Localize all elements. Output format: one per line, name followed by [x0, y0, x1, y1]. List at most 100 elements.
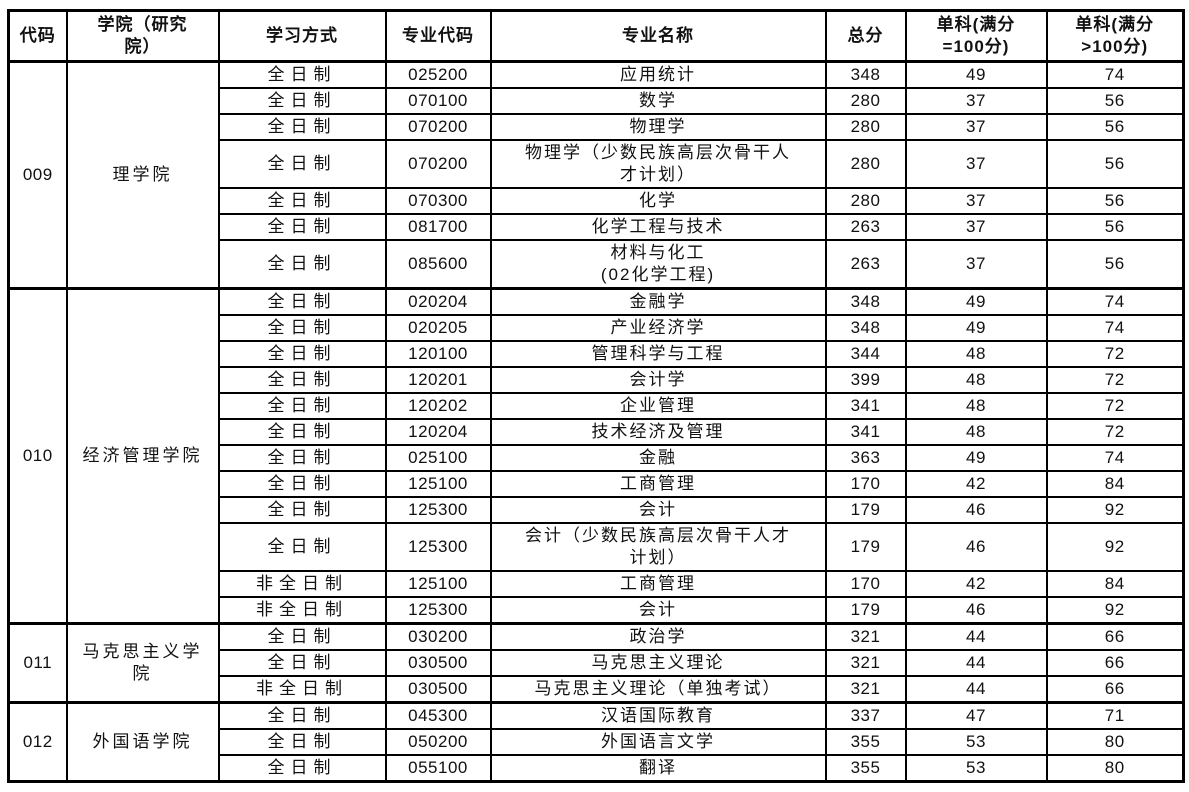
major-code-cell: 050200 [384, 728, 492, 756]
total-score-cell: 263 [824, 239, 907, 290]
major-name-cell: 外国语言文学 [489, 728, 827, 756]
major-code-cell: 045300 [384, 701, 492, 730]
study-mode-cell: 全日制 [217, 366, 387, 394]
single-subject-100-cell: 44 [904, 649, 1048, 677]
college-name-cell: 理学院 [65, 60, 220, 290]
study-mode-cell: 全日制 [217, 213, 387, 241]
table-row: 全日制 120100 管理科学与工程 344 48 72 [9, 340, 1185, 368]
single-subject-gt100-cell: 84 [1045, 570, 1185, 598]
total-score-cell: 355 [824, 728, 907, 756]
major-name-cell: 化学工程与技术 [489, 213, 827, 241]
major-code-cell: 081700 [384, 213, 492, 241]
study-mode-cell: 全日制 [217, 470, 387, 498]
major-name-cell: 会计 [489, 496, 827, 524]
single-subject-100-cell: 48 [904, 392, 1048, 420]
major-name-cell: 管理科学与工程 [489, 340, 827, 368]
total-score-cell: 179 [824, 496, 907, 524]
single-subject-gt100-cell: 66 [1045, 649, 1185, 677]
single-subject-100-cell: 48 [904, 340, 1048, 368]
major-name-cell: 马克思主义理论（单独考试） [489, 675, 827, 704]
single-subject-100-cell: 37 [904, 87, 1048, 115]
table-row: 全日制 020205 产业经济学 348 49 74 [9, 314, 1185, 342]
header-row: 代码 学院（研究 院） 学习方式 专业代码 专业名称 总分 单科(满分 =100分) 单科(满… [7, 9, 1185, 63]
study-mode-cell: 全日制 [217, 418, 387, 446]
major-code-cell: 030500 [384, 649, 492, 677]
single-subject-gt100-cell: 66 [1045, 622, 1185, 651]
single-subject-gt100-cell: 56 [1045, 239, 1185, 290]
study-mode-cell: 全日制 [217, 287, 387, 316]
major-code-cell: 120201 [384, 366, 492, 394]
single-subject-gt100-cell: 80 [1045, 728, 1185, 756]
major-code-cell: 125300 [384, 496, 492, 524]
study-mode-cell: 全日制 [217, 701, 387, 730]
total-score-cell: 341 [824, 418, 907, 446]
header-cell: 专业名称 [489, 9, 827, 63]
major-name-cell: 金融 [489, 444, 827, 472]
major-name-cell: 数学 [489, 87, 827, 115]
single-subject-gt100-cell: 74 [1045, 444, 1185, 472]
major-code-cell: 120202 [384, 392, 492, 420]
major-code-cell: 070100 [384, 87, 492, 115]
header-cell: 学习方式 [217, 9, 387, 63]
major-code-cell: 120100 [384, 340, 492, 368]
total-score-cell: 363 [824, 444, 907, 472]
table-row: 全日制 070200 物理学 280 37 56 [9, 113, 1185, 141]
major-code-cell: 025100 [384, 444, 492, 472]
table-row: 非全日制 125300 会计 179 46 92 [9, 596, 1185, 625]
header-cell: 单科(满分 =100分) [904, 9, 1048, 63]
header-cell: 学院（研究 院） [65, 9, 220, 63]
single-subject-gt100-cell: 72 [1045, 340, 1185, 368]
single-subject-gt100-cell: 74 [1045, 314, 1185, 342]
single-subject-gt100-cell: 56 [1045, 213, 1185, 241]
single-subject-100-cell: 42 [904, 470, 1048, 498]
table-row: 全日制 125300 会计 179 46 92 [9, 496, 1185, 524]
table-row: 全日制 085600 材料与化工 (02化学工程) 263 37 56 [9, 239, 1185, 290]
major-code-cell: 085600 [384, 239, 492, 290]
study-mode-cell: 全日制 [217, 139, 387, 189]
single-subject-100-cell: 46 [904, 596, 1048, 625]
table-row: 全日制 081700 化学工程与技术 263 37 56 [9, 213, 1185, 241]
single-subject-gt100-cell: 72 [1045, 366, 1185, 394]
total-score-cell: 280 [824, 187, 907, 215]
total-score-cell: 321 [824, 675, 907, 704]
table-row: 011 马克思主义学 院全日制 030200 政治学 321 44 66 [7, 622, 1185, 704]
single-subject-gt100-cell: 72 [1045, 418, 1185, 446]
header-cell: 代码 [7, 9, 68, 63]
table-row: 非全日制 030500 马克思主义理论（单独考试） 321 44 66 [9, 675, 1185, 704]
table-row: 009 理学院 全日制 025200 应用统计 348 49 74 [7, 60, 1185, 290]
single-subject-gt100-cell: 66 [1045, 675, 1185, 704]
single-subject-100-cell: 53 [904, 754, 1048, 783]
major-name-cell: 工商管理 [489, 570, 827, 598]
study-mode-cell: 全日制 [217, 728, 387, 756]
total-score-cell: 355 [824, 754, 907, 783]
study-mode-cell: 全日制 [217, 392, 387, 420]
major-code-cell: 020204 [384, 287, 492, 316]
college-name-cell: 外国语学院 [65, 701, 220, 783]
header-cell: 总分 [824, 9, 907, 63]
college-code-cell: 009 [7, 60, 68, 290]
major-code-cell: 025200 [384, 60, 492, 89]
major-name-cell: 物理学（少数民族高层次骨干人 才计划） [489, 139, 827, 189]
major-code-cell: 125100 [384, 570, 492, 598]
header-cell: 专业代码 [384, 9, 492, 63]
single-subject-100-cell: 37 [904, 139, 1048, 189]
major-name-cell: 翻译 [489, 754, 827, 783]
total-score-cell: 348 [824, 60, 907, 89]
major-name-cell: 会计学 [489, 366, 827, 394]
single-subject-100-cell: 49 [904, 314, 1048, 342]
table-row: 全日制 120202 企业管理 341 48 72 [9, 392, 1185, 420]
study-mode-cell: 全日制 [217, 444, 387, 472]
single-subject-100-cell: 48 [904, 418, 1048, 446]
major-name-cell: 产业经济学 [489, 314, 827, 342]
total-score-cell: 170 [824, 470, 907, 498]
total-score-cell: 321 [824, 649, 907, 677]
college-code-cell: 010 [7, 287, 68, 625]
study-mode-cell: 全日制 [217, 340, 387, 368]
major-name-cell: 马克思主义理论 [489, 649, 827, 677]
major-code-cell: 020205 [384, 314, 492, 342]
study-mode-cell: 全日制 [217, 522, 387, 572]
major-name-cell: 会计 [489, 596, 827, 625]
single-subject-gt100-cell: 56 [1045, 187, 1185, 215]
table-row: 全日制 030500 马克思主义理论 321 44 66 [9, 649, 1185, 677]
